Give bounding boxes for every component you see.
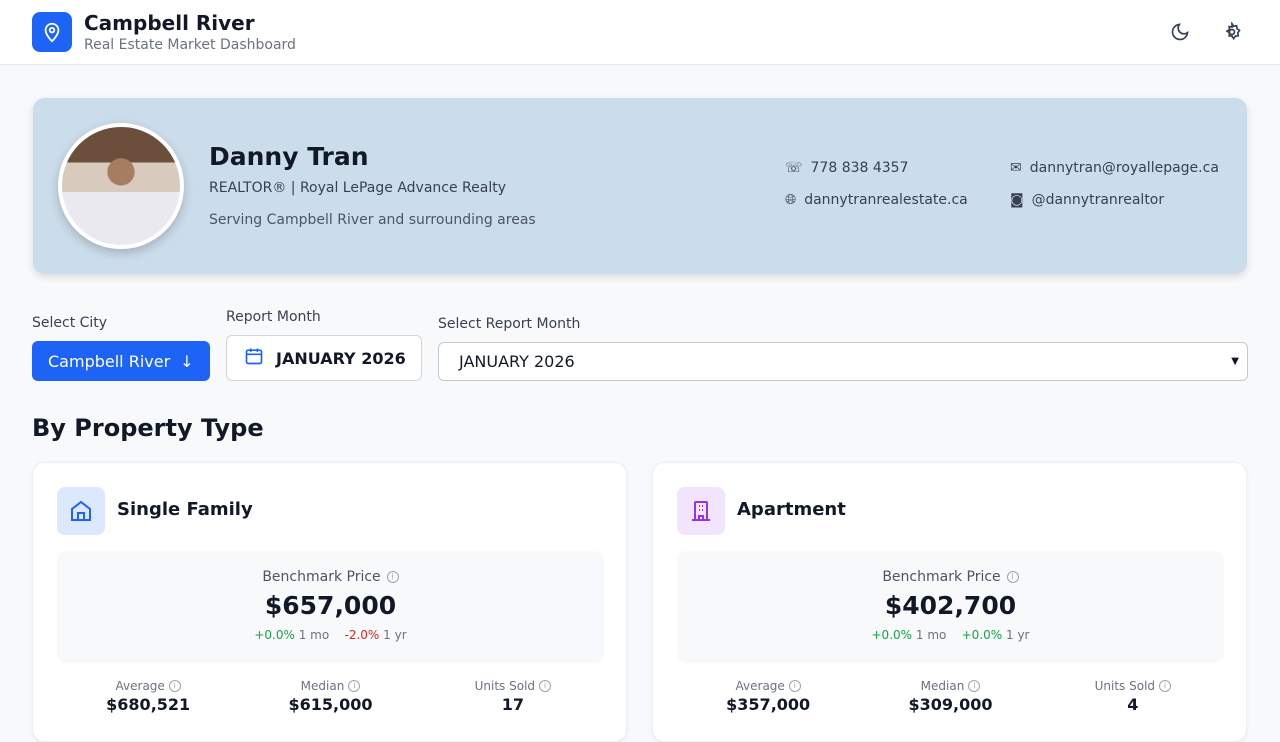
email-link[interactable]: ✉ dannytran@royallepage.ca (1010, 160, 1219, 176)
building-icon (677, 487, 725, 535)
realtor-name: Danny Tran (209, 142, 369, 171)
phone-link[interactable]: ☏ 778 838 4357 (785, 160, 909, 176)
house-icon (57, 487, 105, 535)
info-icon[interactable]: i (788, 680, 801, 692)
instagram-link[interactable]: ◙ @dannytranrealtor (1010, 192, 1165, 208)
globe-icon: 🌐︎ (785, 192, 797, 208)
phone-icon: ☏ (785, 160, 803, 176)
info-icon[interactable]: i (968, 680, 981, 692)
card-title: Apartment (737, 499, 846, 520)
city-select-button[interactable]: Campbell River ↓ (32, 341, 210, 381)
app-title: Campbell River (84, 10, 255, 35)
map-pin-icon (32, 12, 72, 52)
info-icon[interactable]: i (1006, 571, 1019, 583)
info-icon[interactable]: i (348, 680, 361, 692)
realtor-area: Serving Campbell River and surrounding a… (209, 212, 536, 228)
mail-icon: ✉ (1010, 160, 1022, 176)
app-header: Campbell River Real Estate Market Dashbo… (0, 0, 1280, 65)
benchmark-panel: Benchmark Price i $657,000 +0.0% 1 mo -2.… (57, 551, 604, 663)
section-title: By Property Type (32, 414, 264, 442)
report-month-select[interactable]: JANUARY 2026 ▼ (438, 342, 1248, 381)
report-month-label: Report Month (226, 309, 321, 325)
stat-median: Median i $615,000 (288, 679, 373, 714)
property-card-single-family: Single Family Benchmark Price i $657,000 … (32, 462, 627, 742)
stat-median: Median i $309,000 (908, 679, 993, 714)
benchmark-price: $657,000 (264, 591, 397, 620)
report-month-display[interactable]: JANUARY 2026 (226, 335, 422, 381)
instagram-icon: ◙ (1010, 192, 1024, 208)
benchmark-price: $402,700 (884, 591, 1017, 620)
realtor-avatar (58, 123, 184, 249)
property-card-apartment: Apartment Benchmark Price i $402,700 +0.0… (652, 462, 1247, 742)
info-icon[interactable]: i (168, 680, 181, 692)
website-link[interactable]: 🌐︎ dannytranrealestate.ca (785, 192, 968, 208)
settings-gear-icon[interactable] (1222, 20, 1242, 44)
city-label: Select City (32, 315, 108, 331)
arrow-down-icon: ↓ (180, 351, 194, 371)
stat-average: Average i $357,000 (726, 679, 811, 714)
stat-units-sold: Units Sold i 4 (1042, 679, 1224, 714)
card-title: Single Family (117, 499, 253, 520)
chevron-down-icon: ▼ (1231, 356, 1239, 367)
info-icon[interactable]: i (539, 680, 552, 692)
info-icon[interactable]: i (1159, 680, 1172, 692)
info-icon[interactable]: i (386, 571, 399, 583)
stat-units-sold: Units Sold i 17 (422, 679, 604, 714)
realtor-profile-card: Danny Tran REALTOR® | Royal LePage Advan… (33, 98, 1247, 274)
stat-average: Average i $680,521 (106, 679, 191, 714)
dark-mode-moon-icon[interactable] (1170, 20, 1190, 44)
calendar-icon (244, 346, 264, 370)
app-subtitle: Real Estate Market Dashboard (84, 36, 296, 53)
select-month-label: Select Report Month (438, 316, 581, 332)
benchmark-panel: Benchmark Price i $402,700 +0.0% 1 mo +0.… (677, 551, 1224, 663)
realtor-role: REALTOR® | Royal LePage Advance Realty (209, 180, 506, 196)
